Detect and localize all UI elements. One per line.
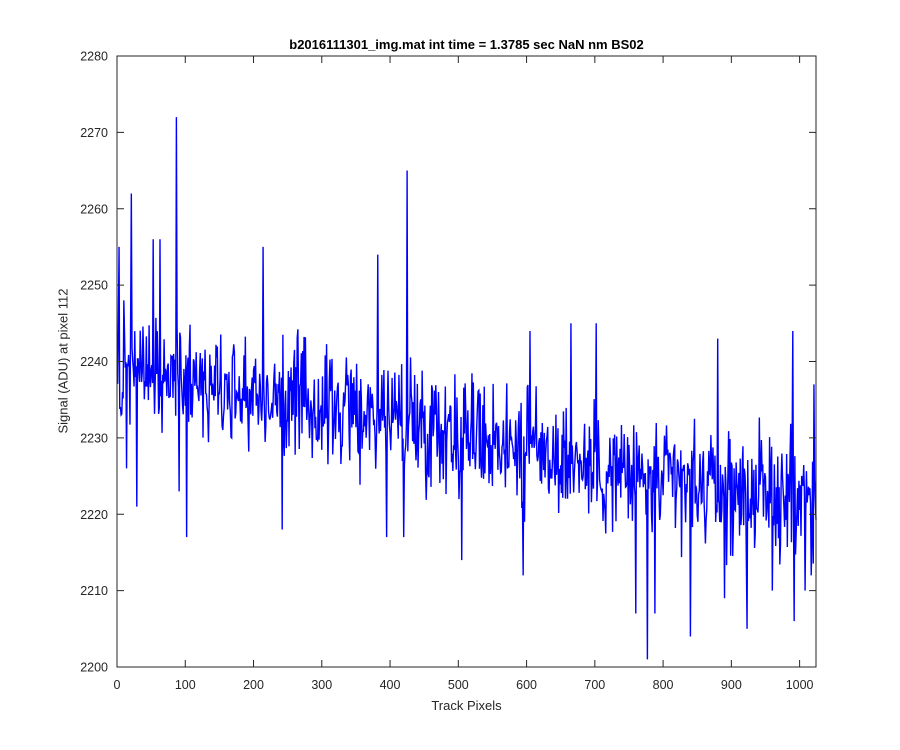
x-axis-label: Track Pixels: [431, 698, 502, 713]
x-tick-label: 800: [653, 678, 674, 692]
series-line: [116, 117, 817, 660]
y-tick-label: 2210: [80, 584, 108, 598]
x-tick-label: 700: [584, 678, 605, 692]
x-tick-label: 1000: [786, 678, 814, 692]
x-tick-label: 300: [311, 678, 332, 692]
y-axis-label: Signal (ADU) at pixel 112: [55, 288, 71, 434]
x-tick-label: 900: [721, 678, 742, 692]
x-tick-label: 100: [175, 678, 196, 692]
x-tick-label: 400: [380, 678, 401, 692]
y-tick-label: 2240: [80, 355, 108, 369]
y-tick-label: 2220: [80, 508, 108, 522]
axes-box: [116, 55, 817, 668]
y-tick-label: 2200: [80, 661, 108, 675]
tick-layer: 0 100 200 300 400 500 600 700 800 900 1000 2200 2210…: [80, 50, 816, 692]
chart-title: b2016111301_img.mat int time = 1.3785 se…: [289, 37, 644, 52]
series-layer: [116, 117, 817, 660]
x-tick-label: 600: [516, 678, 537, 692]
y-tick-label: 2250: [80, 279, 108, 293]
x-tick-label: 0: [114, 678, 121, 692]
y-tick-label: 2280: [80, 50, 108, 64]
x-tick-label: 200: [243, 678, 264, 692]
y-tick-label: 2270: [80, 126, 108, 140]
y-tick-label: 2230: [80, 431, 108, 445]
x-tick-label: 500: [448, 678, 469, 692]
y-tick-label: 2260: [80, 202, 108, 216]
